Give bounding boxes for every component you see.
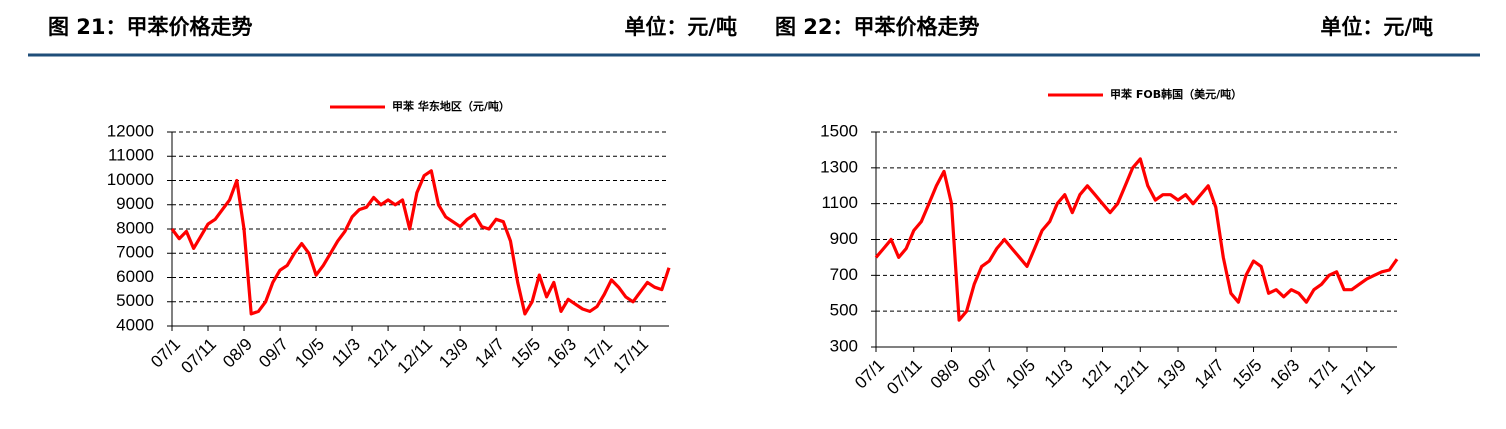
y-tick-label: 1500: [820, 121, 858, 140]
y-tick-label: 11000: [108, 146, 154, 165]
series-line: [170, 169, 671, 316]
x-tick-label: 14/7: [1191, 356, 1228, 393]
y-tick-label: 5000: [116, 291, 154, 310]
y-tick-label: 4000: [116, 315, 154, 334]
y-tick-label: 12000: [107, 121, 154, 140]
y-tick-label: 9000: [116, 194, 154, 213]
series-line: [874, 157, 1399, 322]
legend-label: 甲苯 FOB韩国（美元/吨）: [1110, 87, 1242, 101]
legend-label: 甲苯 华东地区（元/吨）: [392, 99, 510, 113]
y-tick-label: 10000: [107, 170, 154, 189]
x-tick-label: 17/1: [1304, 356, 1341, 393]
y-tick-label: 8000: [116, 218, 154, 237]
unit-label: 单位：元/吨: [1320, 15, 1433, 39]
x-tick-label: 11/3: [328, 335, 364, 371]
x-tick-label: 12/1: [1078, 356, 1115, 393]
x-tick-label: 11/3: [1041, 356, 1077, 392]
y-tick-label: 300: [830, 336, 858, 355]
x-tick-label: 07/11: [177, 335, 220, 378]
y-tick-label: 700: [830, 265, 858, 284]
x-tick-label: 17/11: [610, 335, 653, 378]
y-tick-label: 500: [830, 301, 858, 320]
x-tick-label: 15/5: [507, 335, 544, 372]
x-tick-label: 10/5: [1002, 356, 1039, 393]
x-tick-label: 10/5: [291, 335, 328, 372]
y-tick-label: 900: [830, 229, 858, 248]
x-tick-label: 09/7: [964, 356, 1001, 393]
x-tick-label: 16/3: [1266, 356, 1303, 393]
chart-title: 图 21：甲苯价格走势: [48, 15, 253, 39]
x-tick-label: 16/3: [543, 335, 580, 372]
y-tick-label: 1100: [821, 193, 858, 212]
x-tick-label: 07/1: [851, 356, 888, 393]
chart-title: 图 22：甲苯价格走势: [775, 15, 980, 39]
unit-label: 单位：元/吨: [624, 15, 737, 39]
x-tick-label: 08/9: [219, 335, 256, 372]
y-tick-label: 7000: [116, 243, 154, 262]
x-tick-label: 09/7: [255, 335, 292, 372]
x-tick-label: 07/11: [883, 356, 926, 399]
y-tick-label: 6000: [116, 267, 154, 286]
x-tick-label: 13/9: [1153, 356, 1190, 393]
x-tick-label: 15/5: [1229, 356, 1266, 393]
y-tick-label: 1300: [820, 157, 858, 176]
x-tick-label: 17/11: [1336, 356, 1379, 399]
x-tick-label: 14/7: [471, 335, 508, 372]
x-tick-label: 12/11: [393, 335, 436, 378]
x-tick-label: 12/11: [1110, 356, 1153, 399]
x-tick-label: 08/9: [927, 356, 964, 393]
x-tick-label: 13/9: [435, 335, 472, 372]
